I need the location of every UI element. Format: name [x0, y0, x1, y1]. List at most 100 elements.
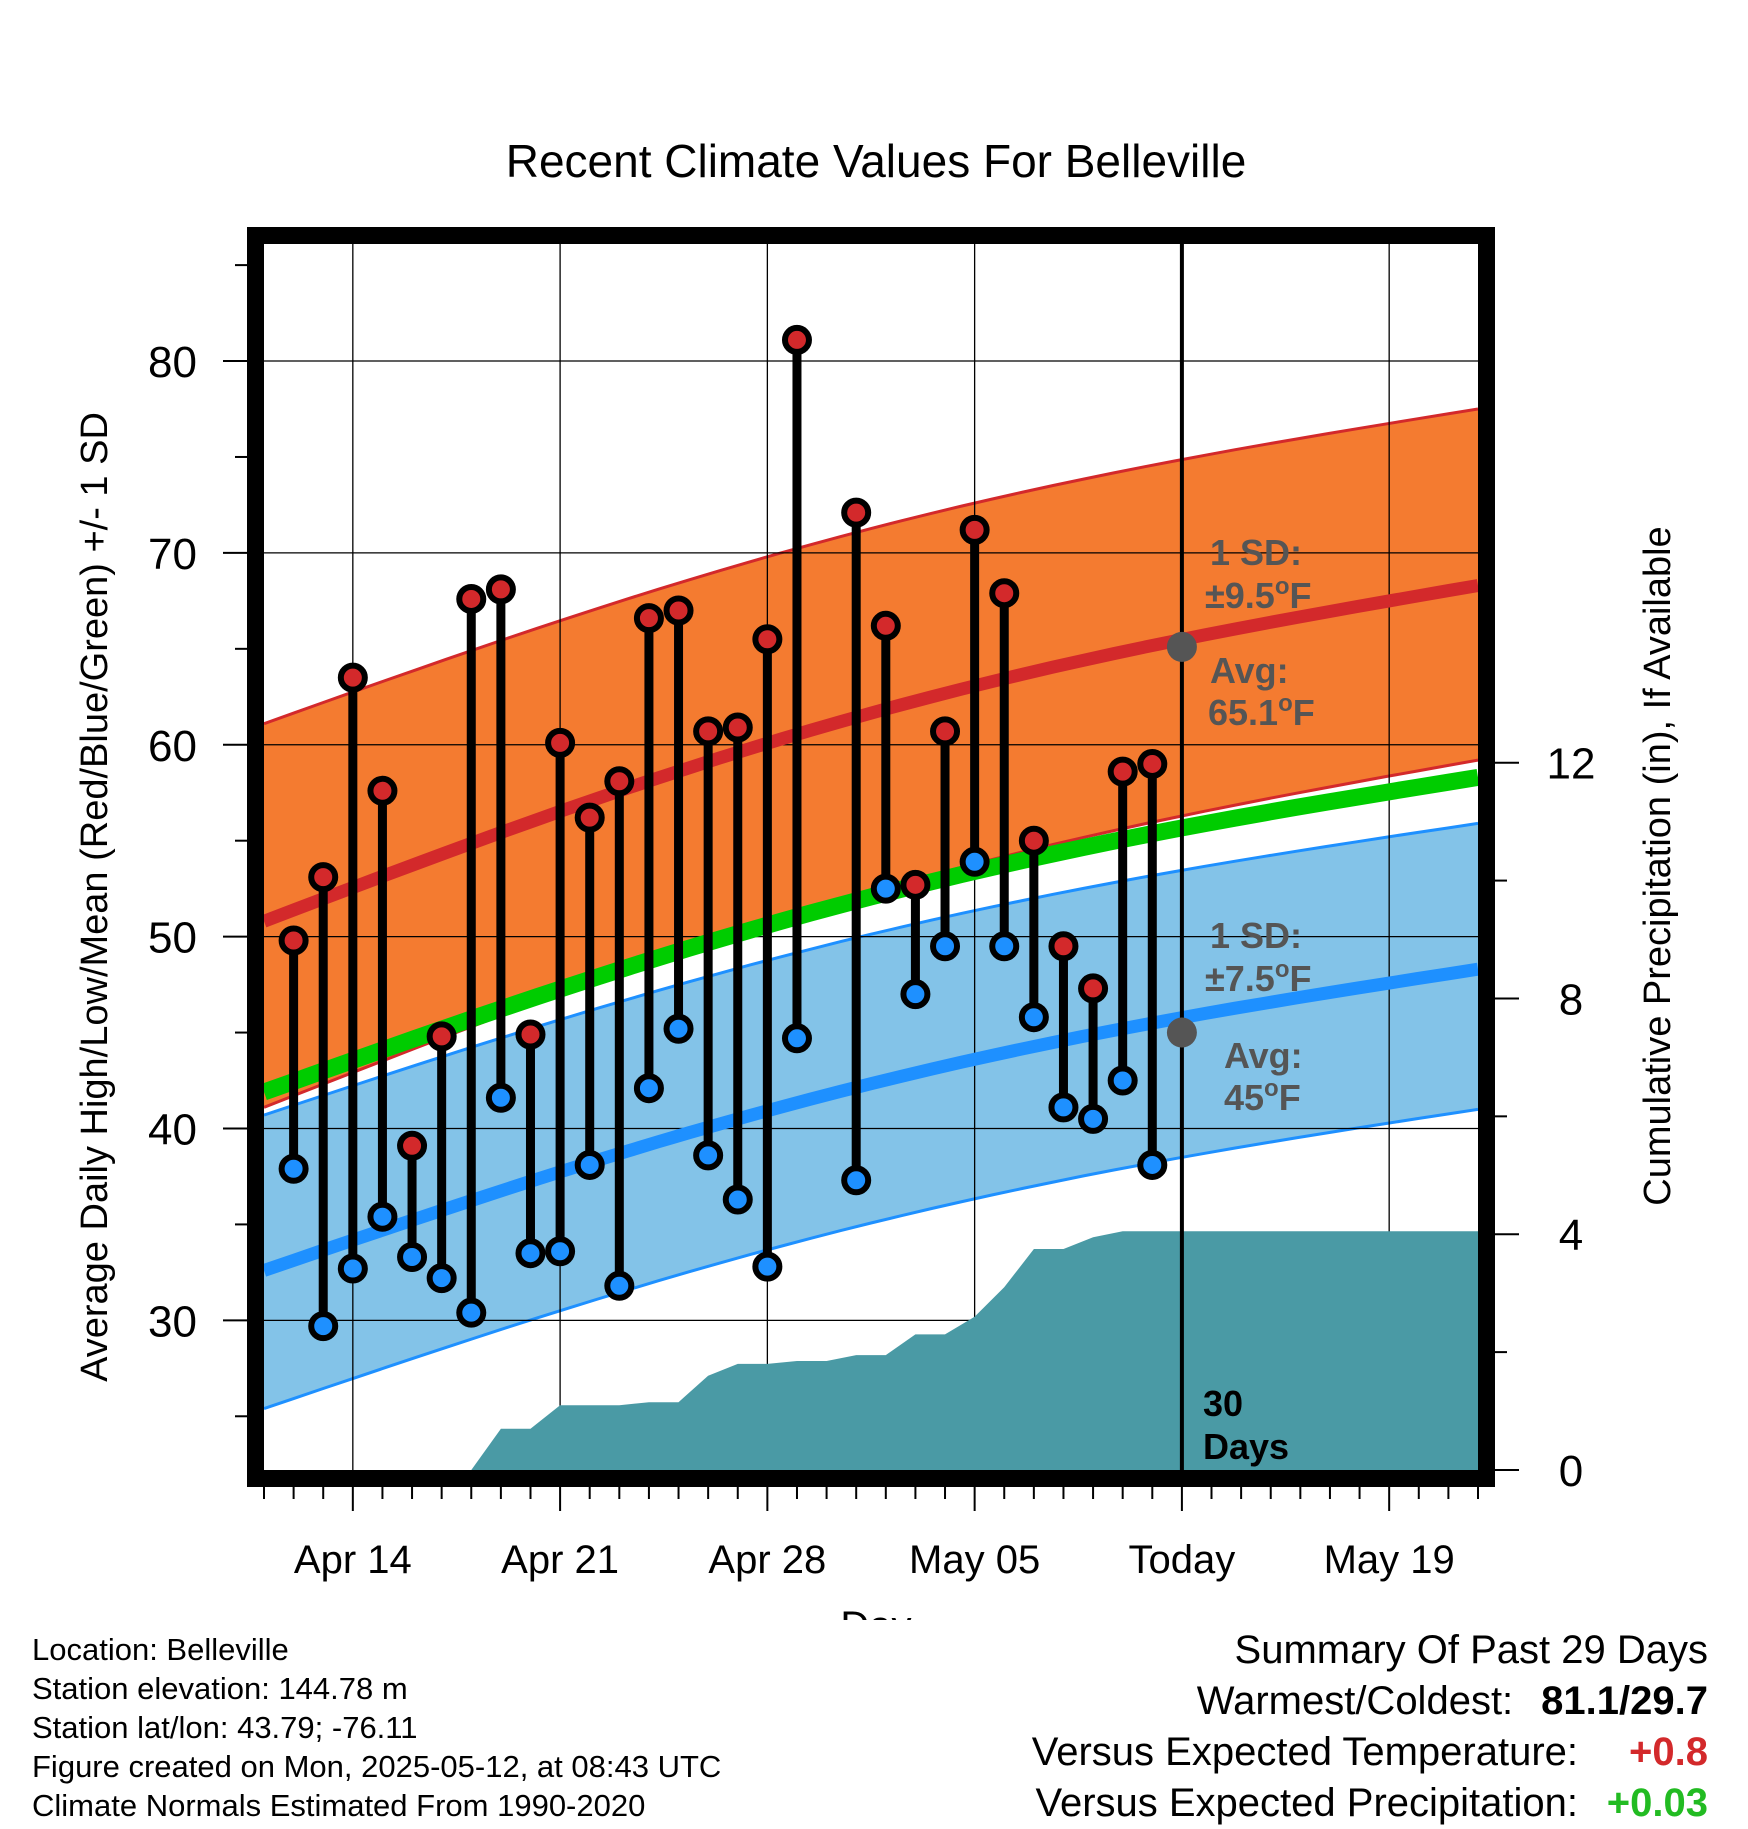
daily-low-point [663, 1013, 694, 1044]
chart-title: Recent Climate Values For Belleville [506, 135, 1247, 187]
days-label: Days [1203, 1426, 1289, 1467]
daily-high-point [337, 662, 368, 693]
precipitation-area [471, 1231, 1478, 1470]
summary-temp-row: Versus Expected Temperature: +0.8 [1032, 1727, 1708, 1778]
daily-high-point [545, 727, 576, 758]
x-tick-label: Apr 28 [708, 1538, 826, 1582]
daily-low-point [1048, 1092, 1079, 1123]
daily-high-point [1107, 756, 1138, 787]
temp-label: Versus Expected Temperature: [1031, 1730, 1578, 1774]
y2-tick-label: 4 [1559, 1211, 1583, 1260]
precip-label: Versus Expected Precipitation: [1035, 1781, 1578, 1825]
today-marker [1166, 244, 1197, 1470]
latlon-text: Station lat/lon: 43.79; -76.11 [32, 1710, 418, 1745]
y2-tick-label: 8 [1559, 975, 1583, 1024]
y-tick-label: 80 [148, 338, 197, 387]
x-tick-label: May 19 [1324, 1538, 1455, 1582]
frame-rect [247, 227, 1495, 1487]
climate-chart: Recent Climate Values For Belleville 1 S… [74, 135, 1679, 1620]
y2-tick-label: 12 [1547, 740, 1596, 789]
low-avg-label: Avg: [1224, 1035, 1303, 1076]
high-avg-value: 65.1oF [1208, 690, 1315, 733]
y-axis-label: Average Daily High/Low/Mean (Red/Blue/Gr… [74, 412, 116, 1382]
daily-low-point [722, 1184, 753, 1215]
daily-high-point [515, 1019, 546, 1050]
daily-high-point [722, 712, 753, 743]
x-tick-label: May 05 [909, 1538, 1040, 1582]
plot-frame [247, 227, 1495, 1487]
daily-low-point [367, 1201, 398, 1232]
daily-high-point [604, 766, 635, 797]
x-tick-label: Today [1129, 1538, 1236, 1582]
daily-high-point [278, 925, 309, 956]
low-avg-value: 45oF [1224, 1075, 1301, 1118]
x-tick-label: Apr 21 [501, 1538, 619, 1582]
warmest-value: 81.1/29.7 [1541, 1679, 1708, 1723]
daily-high-point [1048, 931, 1079, 962]
daily-high-point [870, 610, 901, 641]
created-text: Figure created on Mon, 2025-05-12, at 08… [32, 1749, 722, 1784]
summary-panel: Summary Of Past 29 Days Warmest/Coldest:… [1032, 1625, 1708, 1829]
daily-low-point [515, 1238, 546, 1269]
low-lower-edge [264, 1107, 1478, 1411]
y-tick-label: 60 [148, 722, 197, 771]
high-normal-line [264, 579, 1478, 928]
daily-range-bars [278, 324, 1168, 1342]
mean-normal-line [264, 769, 1478, 1101]
daily-low-point [337, 1253, 368, 1284]
axes: 30 40 50 60 70 80 0 4 8 12 Apr 14 Apr 21 Apr 28 May 0… [148, 264, 1596, 1582]
station-info: Location: Belleville Station elevation: … [32, 1630, 721, 1825]
y-tick-label: 70 [148, 530, 197, 579]
daily-low-point [841, 1165, 872, 1196]
daily-low-point [930, 931, 961, 962]
daily-low-point [545, 1236, 576, 1267]
normal-lines [264, 579, 1478, 1277]
x-axis-label: Day [840, 1604, 911, 1620]
y2-axis-label: Cumulative Precipitation (in), If Availa… [1637, 526, 1679, 1205]
high-upper-edge [264, 407, 1478, 726]
daily-high-point [663, 595, 694, 626]
daily-high-point [841, 497, 872, 528]
daily-low-point [1078, 1103, 1109, 1134]
daily-low-point [308, 1311, 339, 1342]
temp-value: +0.8 [1629, 1730, 1708, 1774]
y-tick-label: 50 [148, 914, 197, 963]
daily-high-point [959, 514, 990, 545]
low-upper-edge [264, 821, 1478, 1117]
daily-low-point [752, 1251, 783, 1282]
today-high-avg-dot [1166, 631, 1197, 662]
daily-low-point [781, 1023, 812, 1054]
daily-high-point [1078, 973, 1109, 1004]
daily-high-point [426, 1021, 457, 1052]
daily-high-point [693, 716, 724, 747]
high-avg-label: Avg: [1210, 650, 1289, 691]
daily-low-point [456, 1297, 487, 1328]
daily-high-point [367, 775, 398, 806]
daily-low-point [989, 931, 1020, 962]
daily-low-point [574, 1149, 605, 1180]
low-normal-line [264, 962, 1478, 1277]
daily-high-point [930, 716, 961, 747]
high-sd-label: 1 SD: [1210, 532, 1302, 573]
location-text: Location: Belleville [32, 1632, 289, 1667]
daily-high-point [308, 862, 339, 893]
daily-high-point [1137, 748, 1168, 779]
daily-low-point [1018, 1002, 1049, 1033]
high-sd-value: ±9.5oF [1205, 573, 1311, 616]
daily-low-point [278, 1153, 309, 1184]
x-tick-label: Apr 14 [294, 1538, 412, 1582]
daily-low-point [900, 979, 931, 1010]
daily-low-point [959, 846, 990, 877]
summary-warmest-row: Warmest/Coldest: 81.1/29.7 [1032, 1676, 1708, 1727]
summary-precip-row: Versus Expected Precipitation: +0.03 [1032, 1778, 1708, 1829]
daily-low-point [1107, 1065, 1138, 1096]
daily-high-point [781, 324, 812, 355]
low-sd-value: ±7.5oF [1205, 956, 1311, 999]
daily-high-point [752, 624, 783, 655]
daily-high-point [397, 1130, 428, 1161]
daily-low-point [1137, 1149, 1168, 1180]
y2-tick-label: 0 [1559, 1447, 1583, 1496]
elevation-text: Station elevation: 144.78 m [32, 1671, 408, 1706]
y-tick-label: 40 [148, 1105, 197, 1154]
